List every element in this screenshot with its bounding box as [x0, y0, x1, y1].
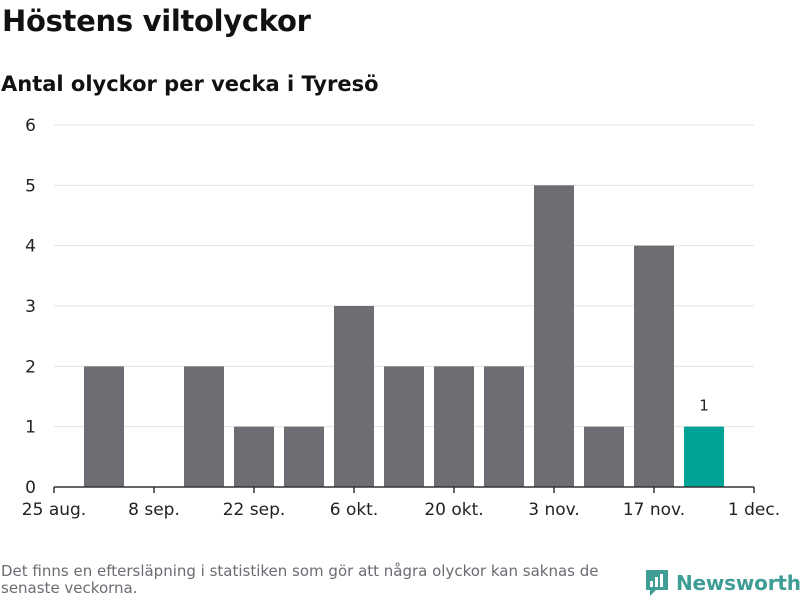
- bar: [584, 426, 624, 487]
- x-tick-label: 1 dec.: [728, 500, 780, 520]
- newsworthy-logo-text: Newsworthy: [676, 571, 800, 595]
- newsworthy-logo-icon: [646, 570, 668, 596]
- bar: [384, 366, 424, 487]
- bar: [484, 366, 524, 487]
- x-tick-label: 22 sep.: [223, 500, 286, 520]
- y-tick-label: 3: [25, 297, 36, 317]
- bar-data-label: 1: [699, 397, 709, 415]
- bar: [84, 366, 124, 487]
- footnote: Det finns en eftersläpning i statistiken…: [1, 562, 599, 597]
- y-tick-label: 5: [25, 176, 36, 196]
- y-tick-label: 0: [25, 478, 36, 498]
- x-axis: [53, 486, 755, 493]
- y-tick-label: 6: [25, 116, 36, 136]
- bar: [634, 245, 674, 487]
- tick-labels: 0 1 2 3 4 5 6 1 25 aug. 8 sep. 22 sep. 6 okt. 20 okt…: [22, 116, 780, 520]
- bar: [334, 306, 374, 487]
- bar: [434, 366, 474, 487]
- x-tick-label: 20 okt.: [424, 500, 483, 520]
- y-tick-label: 1: [25, 418, 36, 438]
- bars: [84, 185, 724, 487]
- bar-chart: 0 1 2 3 4 5 6 1 25 aug. 8 sep. 22 sep. 6 okt. 20 okt…: [22, 116, 780, 520]
- bar: [184, 366, 224, 487]
- x-tick-label: 6 okt.: [330, 500, 379, 520]
- chart-title: Höstens viltolyckor: [2, 4, 311, 38]
- x-tick-label: 8 sep.: [128, 500, 180, 520]
- newsworthy-logo[interactable]: Newsworthy: [644, 568, 800, 598]
- y-tick-label: 4: [25, 237, 36, 257]
- chart-subtitle: Antal olyckor per vecka i Tyresö: [1, 72, 379, 96]
- bar: [284, 426, 324, 487]
- x-tick-label: 25 aug.: [22, 500, 86, 520]
- bar: [534, 185, 574, 487]
- bar-highlight: [684, 426, 724, 487]
- x-tick-label: 17 nov.: [623, 500, 685, 520]
- x-tick-label: 3 nov.: [528, 500, 580, 520]
- bar: [234, 426, 274, 487]
- y-tick-label: 2: [25, 357, 36, 377]
